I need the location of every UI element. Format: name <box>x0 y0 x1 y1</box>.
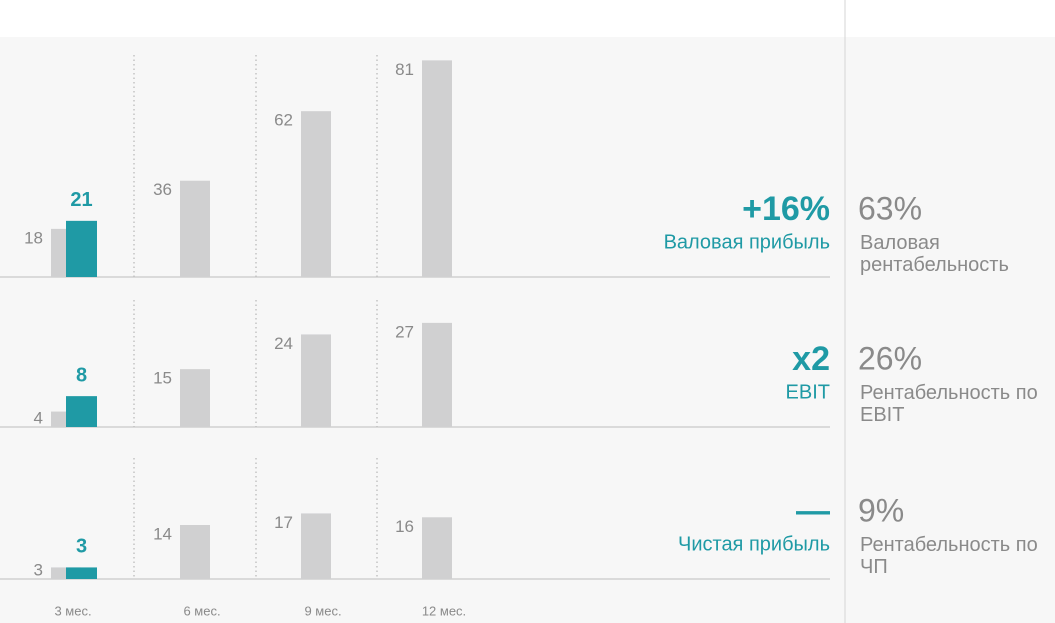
bar <box>301 334 331 427</box>
bar <box>66 567 97 579</box>
value-label: 15 <box>153 369 172 388</box>
value-label: 17 <box>274 513 293 532</box>
value-label: 4 <box>34 408 43 427</box>
margin-value: 63% <box>858 190 922 226</box>
margin-value: 9% <box>858 492 904 528</box>
margin-value: 26% <box>858 340 922 376</box>
margin-label: Валовая рентабельность <box>860 232 1009 276</box>
bar <box>301 111 331 278</box>
bar <box>66 220 97 277</box>
bar <box>422 60 452 277</box>
bar <box>301 513 331 579</box>
bar <box>66 396 97 427</box>
value-label: 3 <box>34 560 43 579</box>
metric-label: Валовая прибыль <box>664 231 830 253</box>
bar <box>180 525 210 579</box>
x-tick-label: 9 мес. <box>304 603 341 618</box>
value-label: 18 <box>24 228 43 247</box>
change: +16% <box>742 190 830 228</box>
x-tick-label: 3 мес. <box>54 603 91 618</box>
value-label: 21 <box>70 189 92 211</box>
top-band <box>0 0 1055 37</box>
margin-label: Рентабельность по ЧП <box>860 534 1038 578</box>
value-label: 27 <box>395 322 414 341</box>
x-tick-label: 12 мес. <box>422 603 466 618</box>
metric-label: EBIT <box>786 381 830 403</box>
value-label: 16 <box>395 517 414 536</box>
value-label: 36 <box>153 180 172 199</box>
bar <box>422 517 452 579</box>
margin-label: Рентабельность по EBIT <box>860 382 1038 426</box>
value-label: 3 <box>76 536 87 558</box>
metric-label: Чистая прибыль <box>678 533 830 555</box>
value-label: 14 <box>153 524 172 543</box>
bar <box>422 322 452 427</box>
bar <box>180 369 210 427</box>
value-label: 24 <box>274 334 293 353</box>
value-label: 81 <box>395 60 414 79</box>
bar <box>180 180 210 277</box>
value-label: 62 <box>274 111 293 130</box>
change: — <box>796 492 830 530</box>
value-label: 8 <box>76 364 87 386</box>
change: x2 <box>792 340 830 378</box>
x-tick-label: 6 мес. <box>183 603 220 618</box>
